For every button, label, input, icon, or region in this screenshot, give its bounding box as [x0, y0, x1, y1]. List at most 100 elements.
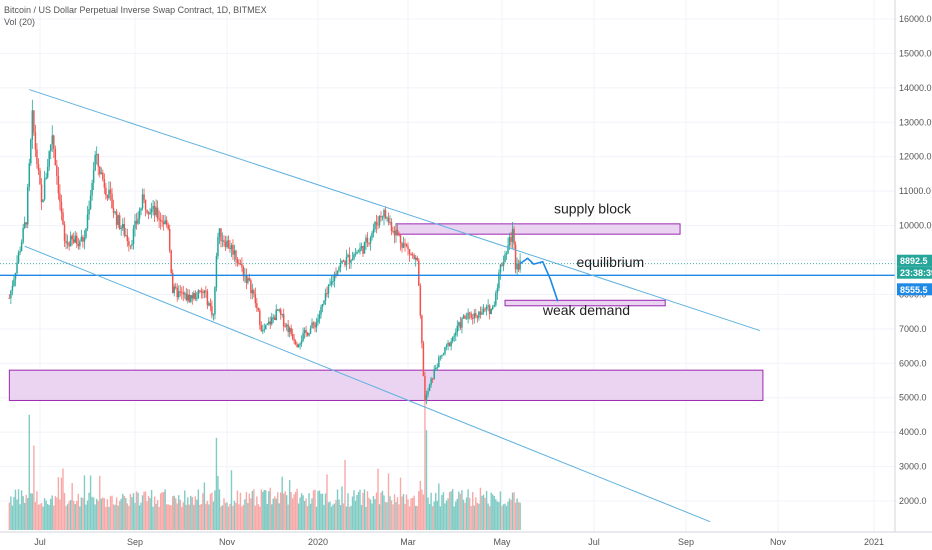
candle-body [363, 242, 366, 254]
candle-body [374, 221, 376, 230]
volume-bar [413, 495, 415, 530]
candle-body [199, 290, 201, 292]
volume-bar [214, 490, 216, 530]
volume-bar [69, 499, 72, 530]
volume-bar [389, 496, 391, 530]
candle-body [293, 338, 295, 341]
volume-bar [114, 504, 116, 530]
candle-body [13, 279, 15, 286]
price-tick-label: 12000.0 [899, 152, 932, 162]
volume-bar [238, 504, 240, 530]
candle-body [248, 278, 251, 281]
volume-bar [342, 503, 345, 530]
volume-bar [48, 505, 50, 530]
candle-body [223, 240, 225, 243]
volume-bar [390, 500, 393, 530]
candle-body [184, 293, 186, 295]
volume-bar [150, 489, 153, 530]
price-tick-label: 13000.0 [899, 117, 932, 127]
candle-body [196, 298, 198, 300]
volume-bar [453, 506, 455, 530]
volume-bar [419, 480, 422, 530]
candle-body [89, 195, 92, 209]
volume-bar [456, 498, 459, 530]
candle-body [115, 211, 118, 225]
candle-body [36, 149, 38, 165]
volume-bar [74, 504, 76, 530]
price-tick-label: 15000.0 [899, 48, 932, 58]
volume-bar [383, 495, 385, 530]
candle-body [146, 209, 148, 213]
candle-body [441, 355, 443, 357]
volume-bar [392, 504, 394, 530]
candle-body [421, 315, 423, 344]
volume-bar [470, 505, 472, 530]
candle-body [399, 235, 402, 243]
candle-body [300, 340, 303, 344]
candle-body [419, 285, 422, 316]
volume-bar [272, 498, 274, 530]
candle-body [206, 291, 209, 306]
candle-body [504, 254, 506, 263]
candle-body [296, 344, 298, 347]
volume-bar [396, 497, 399, 530]
candle-body [411, 254, 414, 256]
price-tick-label: 16000.0 [899, 14, 932, 24]
candle-body [381, 216, 384, 218]
volume-bar [51, 495, 53, 530]
candle-body [17, 252, 20, 263]
candle-body [245, 275, 248, 283]
volume-bar [348, 506, 351, 530]
candle-body [91, 182, 93, 196]
volume-bar [425, 430, 428, 530]
candle-body [53, 135, 55, 149]
candle-body [74, 235, 76, 243]
candle-body [144, 199, 147, 210]
candle-body [118, 215, 121, 229]
volume-bar [461, 490, 463, 530]
price-tick-label: 3000.0 [899, 462, 927, 472]
volume-bar [112, 504, 115, 530]
candle-body [34, 132, 37, 150]
volume-bar [42, 506, 44, 530]
volume-bar [248, 493, 251, 530]
volume-bar [408, 506, 411, 530]
volume-bar [129, 493, 132, 530]
candle-body [250, 280, 252, 294]
candle-body [519, 260, 521, 270]
candle-body [291, 334, 294, 339]
candle-body [392, 230, 394, 232]
zone-rectangle [395, 223, 681, 235]
candle-body [414, 257, 417, 260]
candle-body [493, 304, 496, 307]
candle-body [294, 340, 297, 345]
candle-body [458, 322, 460, 326]
volume-bar [371, 503, 373, 530]
candle-body [242, 267, 245, 277]
candle-body [410, 253, 412, 255]
candle-body [54, 148, 57, 166]
volume-bar [232, 505, 234, 530]
candle-body [31, 110, 34, 140]
volume-bar [484, 497, 486, 530]
volume-bar [106, 499, 109, 530]
candle-body [143, 194, 145, 200]
candle-body [281, 314, 283, 316]
volume-bar [282, 493, 285, 530]
volume-bar [468, 497, 471, 530]
volume-bar [263, 489, 265, 530]
volume-bar [256, 496, 258, 530]
candle-body [481, 312, 483, 315]
volume-bar [259, 506, 261, 530]
time-tick-label: May [493, 537, 511, 547]
candle-body [438, 357, 440, 368]
volume-bar [168, 505, 171, 530]
volume-bar [338, 499, 340, 530]
volume-bar [71, 483, 73, 530]
candle-body [77, 243, 80, 247]
volume-bar [431, 506, 434, 530]
candle-body [165, 220, 168, 225]
candle-body [299, 343, 301, 345]
